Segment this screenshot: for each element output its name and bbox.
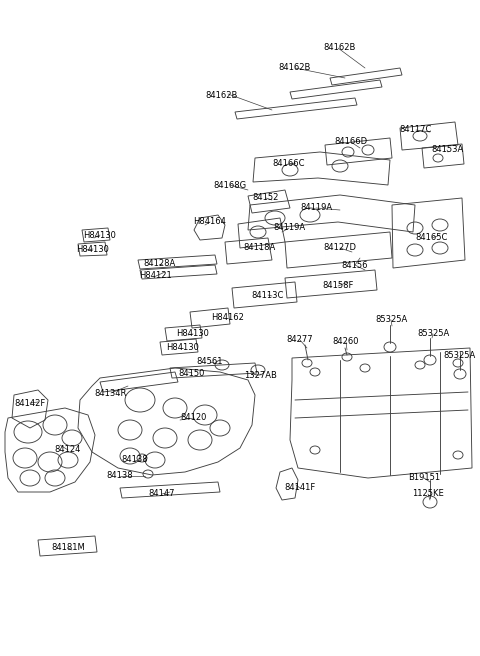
Text: 84162B: 84162B xyxy=(279,64,311,73)
Text: 84119A: 84119A xyxy=(300,203,332,213)
Text: 84166D: 84166D xyxy=(335,138,368,146)
Text: 84113C: 84113C xyxy=(252,291,284,300)
Text: 1327AB: 1327AB xyxy=(245,371,277,380)
Text: H84130: H84130 xyxy=(77,245,109,253)
Text: B19151: B19151 xyxy=(408,474,440,483)
Text: 84277: 84277 xyxy=(287,335,313,344)
Text: 84138: 84138 xyxy=(122,455,148,464)
Text: 84147: 84147 xyxy=(149,489,175,499)
Text: 84142F: 84142F xyxy=(14,398,46,407)
Text: 84156: 84156 xyxy=(342,260,368,270)
Text: 84181M: 84181M xyxy=(51,544,85,552)
Text: 84134R: 84134R xyxy=(95,388,127,398)
Text: 84120: 84120 xyxy=(181,413,207,422)
Text: H84121: H84121 xyxy=(140,272,172,281)
Text: 1125KE: 1125KE xyxy=(412,489,444,499)
Text: 84150: 84150 xyxy=(179,369,205,377)
Text: 85325A: 85325A xyxy=(444,350,476,359)
Text: 84162B: 84162B xyxy=(206,91,238,100)
Text: 84153A: 84153A xyxy=(431,146,463,155)
Text: H84130: H84130 xyxy=(84,230,117,239)
Text: 84138: 84138 xyxy=(107,472,133,480)
Text: 84561: 84561 xyxy=(197,358,223,367)
Text: 84128A: 84128A xyxy=(143,260,175,268)
Text: 84260: 84260 xyxy=(333,337,359,346)
Text: 84124: 84124 xyxy=(55,445,81,455)
Text: H84130: H84130 xyxy=(167,344,199,352)
Text: 85325A: 85325A xyxy=(375,316,407,325)
Text: H84164: H84164 xyxy=(193,218,227,226)
Text: 84166C: 84166C xyxy=(273,159,305,167)
Text: 84165C: 84165C xyxy=(416,234,448,243)
Text: 84168G: 84168G xyxy=(214,180,247,190)
Text: 84127D: 84127D xyxy=(324,243,357,253)
Text: H84162: H84162 xyxy=(212,314,244,323)
Text: 84141F: 84141F xyxy=(284,483,316,493)
Text: 84162B: 84162B xyxy=(324,43,356,52)
Text: 84158F: 84158F xyxy=(322,281,354,291)
Text: 85325A: 85325A xyxy=(417,329,449,338)
Text: 84118A: 84118A xyxy=(243,243,275,253)
Text: H84130: H84130 xyxy=(177,329,209,338)
Text: 84117C: 84117C xyxy=(400,125,432,134)
Text: 84152: 84152 xyxy=(253,194,279,203)
Text: 84119A: 84119A xyxy=(273,224,305,232)
